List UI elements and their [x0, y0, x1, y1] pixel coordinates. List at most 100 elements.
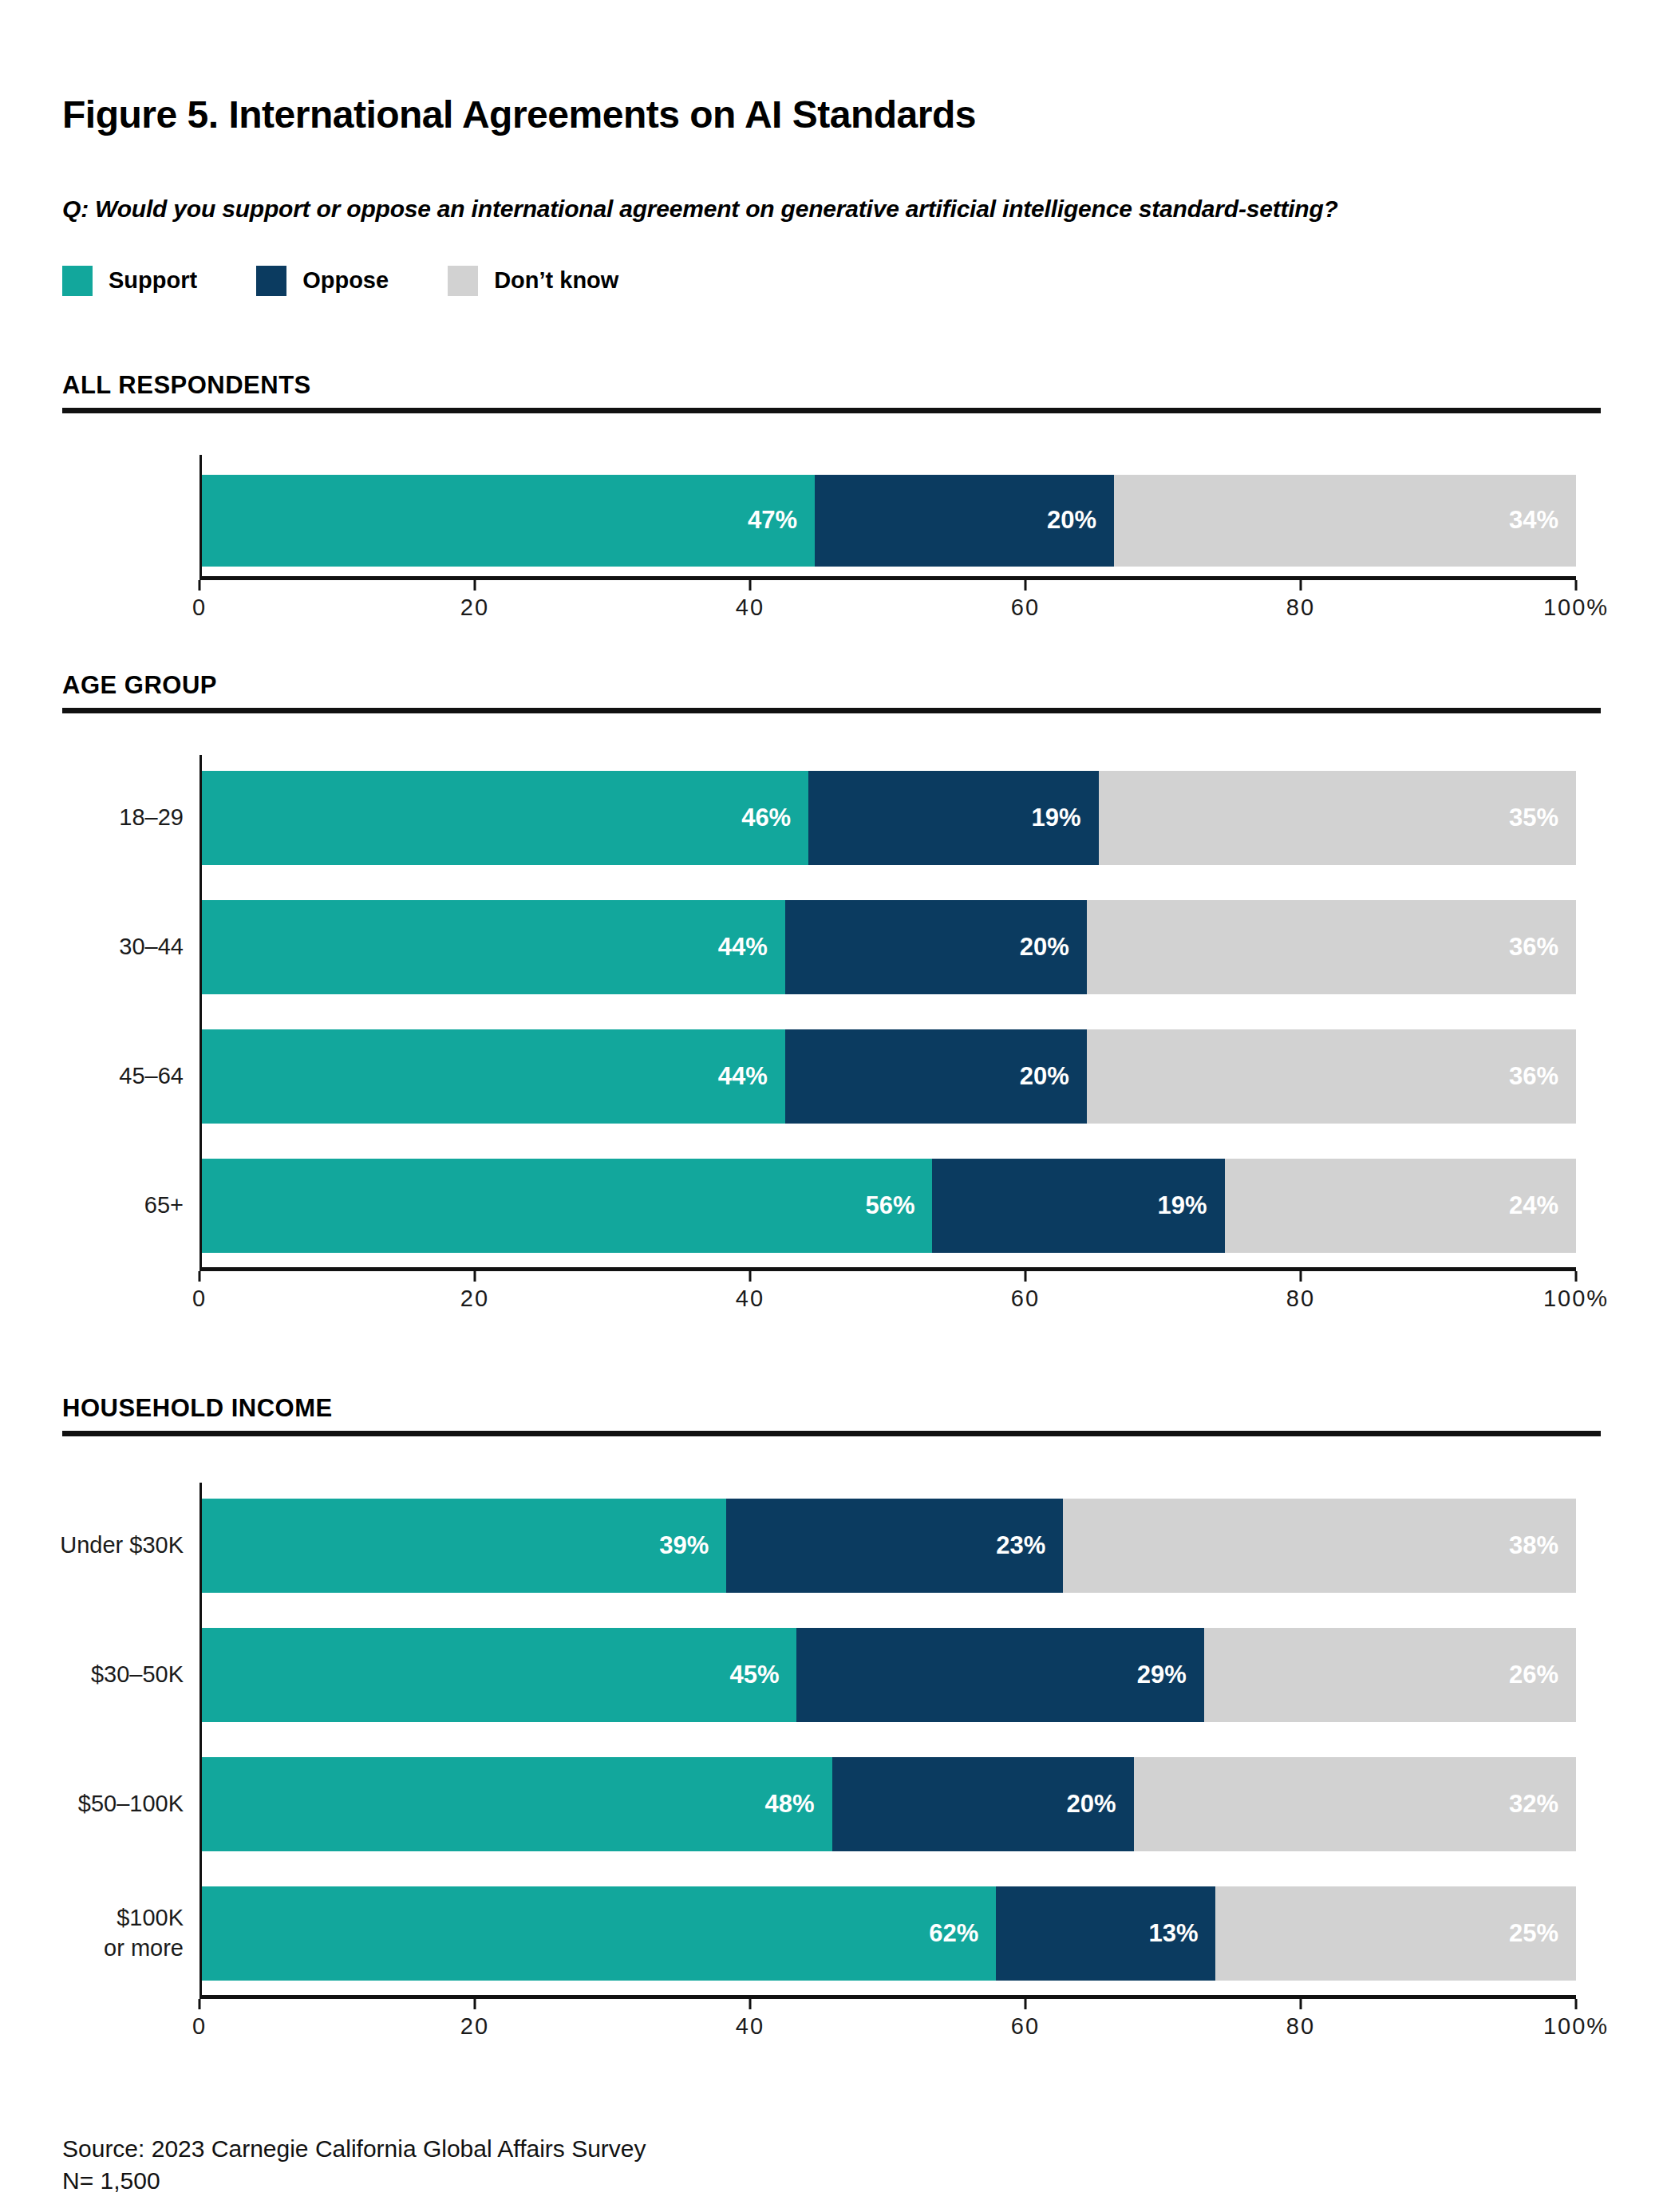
- y-axis-label: $30–50K: [91, 1628, 184, 1722]
- bar-segment-dont-know: 25%: [1215, 1886, 1576, 1981]
- plot-area: 47%20%34% 020406080100%: [199, 455, 1576, 626]
- bar-value-label: 19%: [1031, 804, 1080, 832]
- source-line: Source: 2023 Carnegie California Global …: [62, 2133, 1601, 2165]
- x-axis-tick: [474, 1271, 476, 1282]
- chart-age-group: 18–2930–4445–6465+ 46%19%35%44%20%36%44%…: [62, 755, 1576, 1317]
- x-axis-tick-label: 0: [192, 1286, 207, 1312]
- bar-row: 46% 19% 35%: [202, 771, 1576, 865]
- y-axis-labels: Under $30K $30–50K $50–100K $100Kor more: [62, 1483, 199, 2045]
- bar-segment-oppose: 20%: [785, 900, 1087, 994]
- bar-value-label: 20%: [1067, 1790, 1116, 1819]
- x-axis-tick: [199, 1999, 201, 2009]
- bar-segment-support: 45%: [202, 1628, 796, 1722]
- x-axis-tick-label: 80: [1286, 1286, 1315, 1312]
- bar-row: 62% 13% 25%: [202, 1886, 1576, 1981]
- y-axis-label-line: or more: [104, 1934, 184, 1964]
- bar-segment-dont-know: 24%: [1225, 1159, 1576, 1253]
- bar-value-label: 56%: [865, 1191, 914, 1220]
- y-axis-label-line: $100K: [117, 1903, 184, 1934]
- x-axis-tick: [1025, 580, 1027, 591]
- bar-value-label: 29%: [1137, 1661, 1187, 1689]
- bar-segment-oppose: 20%: [785, 1029, 1087, 1124]
- bar-segment-dont-know: 32%: [1134, 1757, 1576, 1851]
- legend-item-oppose: Oppose: [256, 266, 389, 296]
- bar-row: 45% 29% 26%: [202, 1628, 1576, 1722]
- bar-value-label: 32%: [1509, 1790, 1558, 1819]
- bar-value-label: 35%: [1509, 804, 1558, 832]
- y-axis-label: $50–100K: [78, 1757, 184, 1851]
- section-age-group: AGE GROUP 18–2930–4445–6465+ 46%19%35%44…: [62, 671, 1601, 1317]
- x-axis-tick: [474, 580, 476, 591]
- plot-area: 39%23%38%45%29%26%48%20%32%62%13%25% 020…: [199, 1483, 1576, 2045]
- x-axis-tick: [199, 1271, 201, 1282]
- bar-value-label: 36%: [1509, 1062, 1558, 1091]
- x-axis-tick: [1300, 1271, 1302, 1282]
- y-axis-label-line: 65+: [144, 1191, 184, 1221]
- section-all-respondents: ALL RESPONDENTS 47%20%34% 020406080100%: [62, 371, 1601, 626]
- bar-value-label: 44%: [718, 933, 768, 962]
- bar-value-label: 20%: [1047, 506, 1096, 535]
- bar-value-label: 62%: [929, 1919, 978, 1948]
- x-axis-tick: [1300, 580, 1302, 591]
- bar-segment-oppose: 19%: [932, 1159, 1224, 1253]
- section-household-income: HOUSEHOLD INCOME Under $30K$30–50K$50–10…: [62, 1394, 1601, 2045]
- bar-segment-dont-know: 35%: [1099, 771, 1577, 865]
- chart-all-respondents: 47%20%34% 020406080100%: [62, 455, 1576, 626]
- x-axis-tick-label: 100%: [1543, 2013, 1609, 2040]
- bar-segment-support: 47%: [202, 475, 815, 567]
- bar-row: 47% 20% 34%: [202, 475, 1576, 567]
- section-header-all-respondents: ALL RESPONDENTS: [62, 371, 1601, 400]
- x-axis-tick-label: 60: [1011, 594, 1040, 621]
- plot-area: 46%19%35%44%20%36%44%20%36%56%19%24% 020…: [199, 755, 1576, 1317]
- bar-segment-oppose: 23%: [726, 1499, 1063, 1593]
- bar-row: 44%20%36%: [202, 900, 1576, 994]
- bar-value-label: 19%: [1158, 1191, 1207, 1220]
- bar-segment-support: 44%: [202, 900, 785, 994]
- y-axis-label: Under $30K: [60, 1499, 184, 1593]
- x-axis-tick-label: 100%: [1543, 594, 1609, 621]
- x-axis-ticks: 020406080100%: [199, 580, 1576, 626]
- x-axis-tick: [199, 580, 201, 591]
- y-axis-labels: [62, 455, 199, 626]
- y-axis-label: 30–44: [119, 900, 184, 994]
- x-axis-tick-label: 60: [1011, 1286, 1040, 1312]
- legend-label-support: Support: [109, 267, 197, 294]
- x-axis-tick-label: 80: [1286, 2013, 1315, 2040]
- figure-page: Figure 5. International Agreements on AI…: [0, 0, 1663, 2212]
- bar-segment-support: 56%: [202, 1159, 932, 1253]
- bar-segment-oppose: 20%: [832, 1757, 1134, 1851]
- bar-segment-dont-know: 36%: [1087, 1029, 1576, 1124]
- y-axis-label: $100Kor more: [104, 1886, 184, 1981]
- x-axis-tick: [1300, 1999, 1302, 2009]
- page-title: Figure 5. International Agreements on AI…: [62, 26, 1601, 136]
- y-axis-label-line: 30–44: [119, 932, 184, 962]
- bar-segment-oppose: 19%: [808, 771, 1098, 865]
- x-axis-tick-label: 80: [1286, 594, 1315, 621]
- x-axis-tick-label: 40: [736, 594, 764, 621]
- bar-value-label: 48%: [765, 1790, 815, 1819]
- bar-value-label: 46%: [741, 804, 791, 832]
- x-axis-tick-label: 100%: [1543, 1286, 1609, 1312]
- bar-value-label: 20%: [1020, 1062, 1069, 1091]
- y-axis-label-line: $50–100K: [78, 1789, 184, 1819]
- x-axis-tick-label: 40: [736, 2013, 764, 2040]
- bar-segment-dont-know: 26%: [1204, 1628, 1576, 1722]
- legend-swatch-support-icon: [62, 266, 93, 296]
- bar-value-label: 26%: [1509, 1661, 1558, 1689]
- bar-rows: 39%23%38%45%29%26%48%20%32%62%13%25%: [199, 1483, 1576, 1995]
- bar-segment-oppose: 13%: [996, 1886, 1215, 1981]
- bar-value-label: 25%: [1509, 1919, 1558, 1948]
- x-axis-tick: [1575, 580, 1578, 591]
- y-axis-labels: 18–2930–4445–6465+: [62, 755, 199, 1317]
- bar-row: 44% 20% 36%: [202, 1029, 1576, 1124]
- bar-segment-dont-know: 34%: [1114, 475, 1576, 567]
- bar-segment-support: 48%: [202, 1757, 832, 1851]
- bar-segment-support: 62%: [202, 1886, 996, 1981]
- bar-value-label: 13%: [1148, 1919, 1198, 1948]
- x-axis-tick-label: 20: [460, 594, 489, 621]
- x-axis-ticks: 020406080100%: [199, 1271, 1576, 1317]
- y-axis-label-line: $30–50K: [91, 1660, 184, 1690]
- legend-item-support: Support: [62, 266, 197, 296]
- chart-household-income: Under $30K$30–50K$50–100K$100Kor more 39…: [62, 1483, 1576, 2045]
- bar-segment-support: 44%: [202, 1029, 785, 1124]
